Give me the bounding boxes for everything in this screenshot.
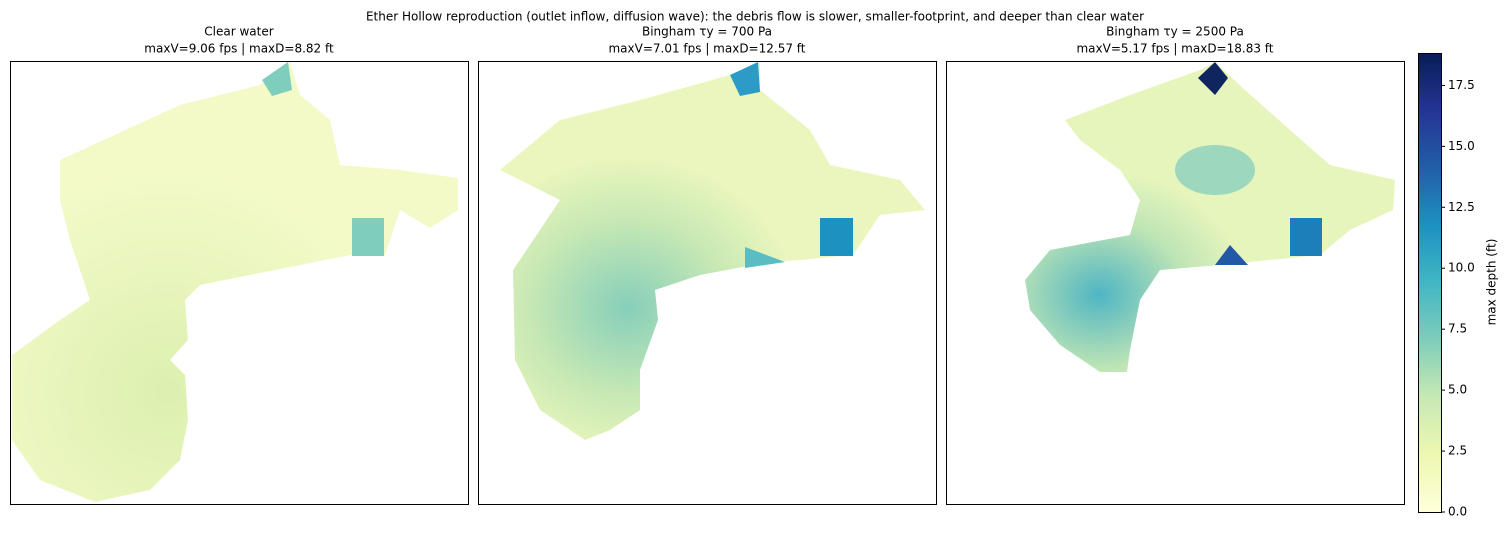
colorbar-frame <box>1418 53 1442 513</box>
colorbar-tick-label: 10.0 <box>1448 261 1475 275</box>
panel-subtitle: maxV=9.06 fps | maxD=8.82 ft <box>144 42 334 56</box>
colorbar-tick-label: 17.5 <box>1448 78 1475 92</box>
colorbar-tick-label: 12.5 <box>1448 200 1475 214</box>
colorbar-tick-label: 5.0 <box>1448 383 1467 397</box>
colorbar-tick-label: 2.5 <box>1448 444 1467 458</box>
flood-extent <box>1025 62 1395 372</box>
panel-frame <box>10 61 469 505</box>
colorbar-tick-label: 15.0 <box>1448 139 1475 153</box>
colorbar-label: max depth (ft) <box>1485 239 1499 326</box>
colorbar <box>1418 53 1441 512</box>
panel-title: Clear water <box>204 25 273 39</box>
panel-title: Bingham τy = 700 Pa <box>642 25 772 39</box>
flood-extent <box>12 62 458 502</box>
panel-subtitle: maxV=5.17 fps | maxD=18.83 ft <box>1076 42 1273 56</box>
colorbar-tick-label: 0.0 <box>1448 505 1467 519</box>
figure-title: Ether Hollow reproduction (outlet inflow… <box>366 10 1144 24</box>
colorbar-tick-label: 7.5 <box>1448 322 1467 336</box>
panel-frame <box>478 61 937 505</box>
panel-title: Bingham τy = 2500 Pa <box>1106 25 1244 39</box>
flood-extent <box>500 62 925 440</box>
panel-frame <box>946 61 1405 505</box>
panel-subtitle: maxV=7.01 fps | maxD=12.57 ft <box>608 42 805 56</box>
